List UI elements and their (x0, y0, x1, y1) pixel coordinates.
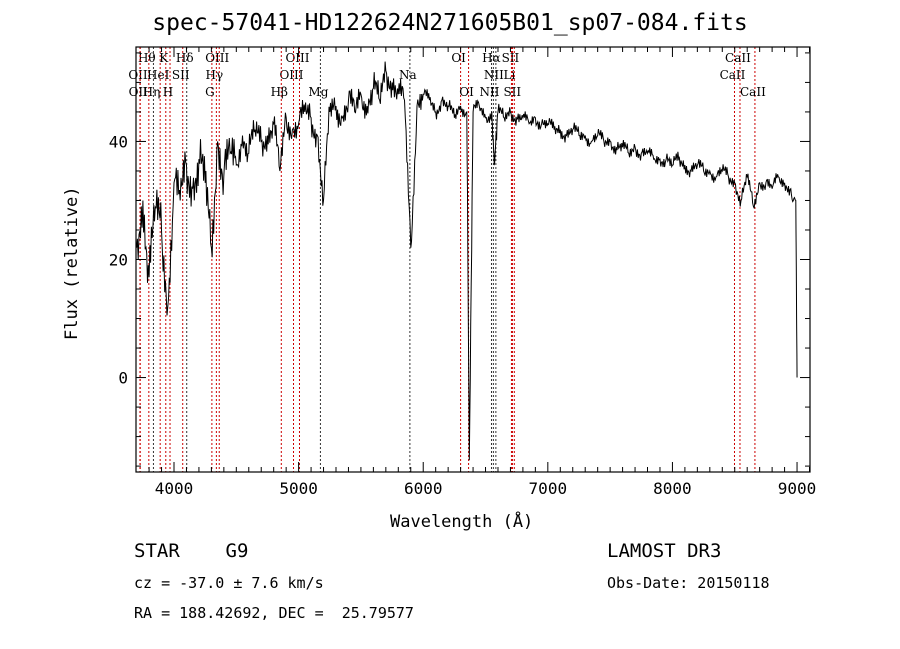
line-label: Hδ (176, 51, 194, 65)
x-tick-label: 5000 (279, 479, 318, 498)
line-label: OII (129, 85, 149, 99)
line-label: OIII (279, 68, 303, 82)
redshift-text: cz = -37.0 ± 7.6 km/s (134, 574, 324, 592)
line-label: NII (484, 68, 504, 82)
line-label: SII (172, 68, 190, 82)
line-label: OII (128, 68, 148, 82)
y-tick-label: 20 (109, 251, 128, 270)
line-label: Hγ (206, 68, 224, 82)
line-label: Hη (143, 85, 161, 99)
line-label: G (205, 85, 215, 99)
x-tick-label: 7000 (529, 479, 568, 498)
line-label: Na (399, 68, 417, 82)
line-label: CaII (740, 85, 766, 99)
y-tick-label: 40 (109, 132, 128, 151)
x-tick-label: 8000 (653, 479, 692, 498)
x-tick-label: 4000 (155, 479, 194, 498)
line-label: CaII (725, 51, 751, 65)
line-label: K (159, 51, 169, 65)
x-tick-label: 6000 (404, 479, 443, 498)
line-label: Mg (308, 85, 328, 99)
y-axis-label: Flux (relative) (62, 186, 82, 340)
line-label: H (163, 85, 173, 99)
line-label: SII (502, 51, 520, 65)
line-label: OI (459, 85, 474, 99)
line-label: OI (451, 51, 466, 65)
chart-title: spec-57041-HD122624N271605B01_sp07-084.f… (152, 10, 748, 36)
survey-name: LAMOST DR3 (607, 540, 722, 562)
spectral-class: STAR G9 (134, 540, 249, 562)
line-label: OIII (205, 51, 229, 65)
line-label: OIII (285, 51, 309, 65)
line-label: CaII (720, 68, 746, 82)
line-label: Hθ (138, 51, 156, 65)
line-label: NII (480, 85, 500, 99)
line-label: HeI (147, 68, 170, 82)
y-tick-label: 0 (118, 369, 128, 388)
x-tick-label: 9000 (778, 479, 817, 498)
spectrum-line (136, 61, 798, 461)
line-label: Li (504, 68, 516, 82)
coordinates: RA = 188.42692, DEC = 25.79577 (134, 604, 414, 622)
obs-date: Obs-Date: 20150118 (607, 574, 770, 592)
line-label: Hβ (271, 85, 288, 99)
x-axis-label: Wavelength (Å) (390, 512, 534, 532)
line-label: SII (503, 85, 521, 99)
line-label: Hα (482, 51, 501, 65)
